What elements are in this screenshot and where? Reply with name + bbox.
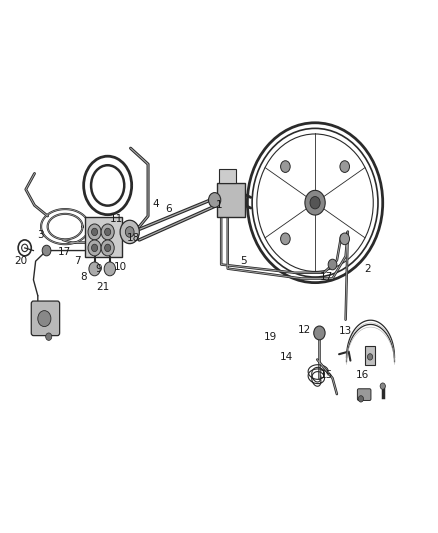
Text: 5: 5: [240, 256, 246, 266]
Circle shape: [358, 395, 364, 402]
Text: 13: 13: [339, 326, 352, 336]
FancyBboxPatch shape: [357, 389, 371, 400]
Text: 17: 17: [57, 247, 71, 256]
Text: 6: 6: [166, 204, 172, 214]
Text: 15: 15: [319, 370, 332, 381]
FancyBboxPatch shape: [219, 169, 236, 183]
Circle shape: [340, 233, 350, 245]
Circle shape: [101, 224, 114, 240]
Text: 4: 4: [152, 199, 159, 209]
Circle shape: [38, 311, 51, 327]
Circle shape: [105, 244, 111, 252]
Text: 1: 1: [215, 200, 223, 211]
Circle shape: [380, 383, 385, 389]
FancyBboxPatch shape: [31, 301, 60, 336]
Circle shape: [340, 161, 350, 173]
Circle shape: [105, 228, 111, 236]
Text: 14: 14: [280, 352, 293, 362]
Circle shape: [88, 224, 101, 240]
Circle shape: [42, 245, 51, 256]
Circle shape: [92, 244, 98, 252]
Text: 17: 17: [319, 272, 332, 282]
Circle shape: [120, 220, 139, 244]
FancyBboxPatch shape: [217, 183, 245, 217]
Text: 8: 8: [80, 272, 87, 282]
Circle shape: [104, 262, 116, 276]
Text: 16: 16: [356, 370, 369, 381]
Text: 2: 2: [364, 264, 371, 274]
Circle shape: [101, 240, 114, 256]
Text: 18: 18: [127, 233, 141, 244]
Text: 3: 3: [37, 230, 43, 240]
Ellipse shape: [305, 190, 325, 215]
FancyBboxPatch shape: [85, 217, 122, 257]
Circle shape: [367, 354, 373, 360]
Circle shape: [89, 262, 100, 276]
Circle shape: [281, 161, 290, 173]
Text: 10: 10: [114, 262, 127, 271]
Circle shape: [92, 228, 98, 236]
Circle shape: [208, 192, 221, 207]
Circle shape: [281, 233, 290, 245]
Text: 19: 19: [264, 332, 277, 342]
FancyBboxPatch shape: [365, 346, 375, 365]
Circle shape: [125, 227, 134, 237]
Text: 21: 21: [96, 282, 109, 292]
Text: 7: 7: [74, 256, 81, 266]
Circle shape: [328, 259, 337, 270]
Circle shape: [314, 326, 325, 340]
Text: 9: 9: [95, 264, 102, 274]
Circle shape: [88, 240, 101, 256]
Text: 11: 11: [110, 214, 123, 224]
Text: 20: 20: [14, 256, 28, 266]
Text: 12: 12: [297, 325, 311, 335]
Circle shape: [46, 333, 52, 341]
Ellipse shape: [310, 197, 320, 209]
